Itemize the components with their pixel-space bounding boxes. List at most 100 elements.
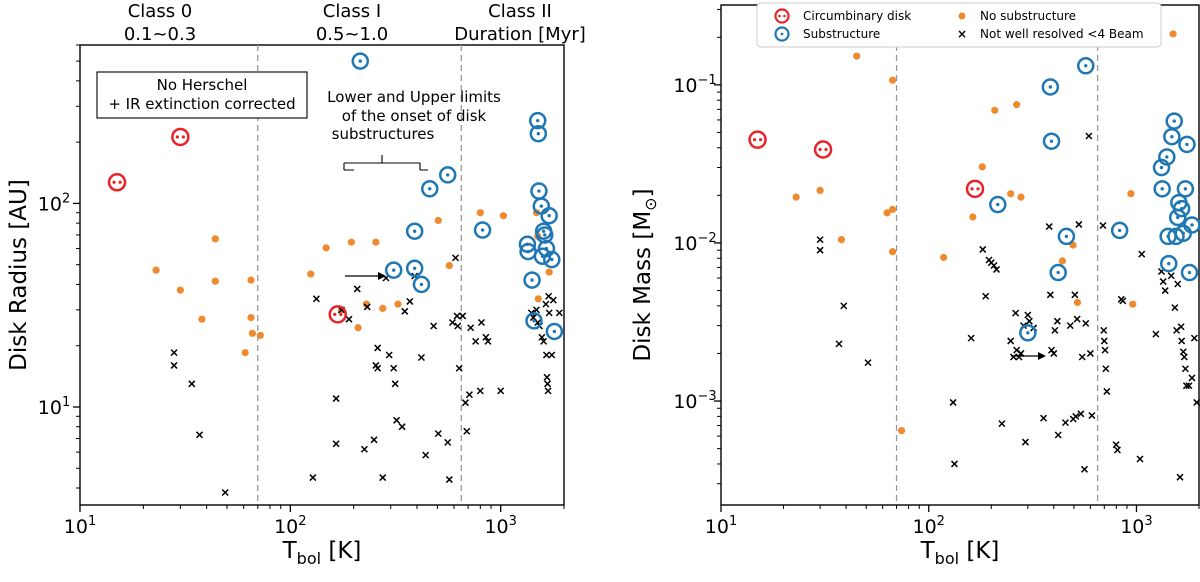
unresolved-point bbox=[1119, 297, 1127, 305]
unresolved-point bbox=[482, 333, 490, 341]
no-substructure-point bbox=[211, 277, 219, 285]
substructure-point bbox=[1158, 148, 1176, 166]
unresolved-point bbox=[967, 334, 975, 342]
unresolved-point bbox=[374, 364, 382, 372]
no-substructure-point bbox=[897, 427, 906, 435]
no-substructure-point bbox=[853, 52, 861, 60]
unresolved-point bbox=[1024, 311, 1032, 319]
unresolved-point bbox=[555, 309, 563, 317]
unresolved-point bbox=[982, 292, 990, 300]
no-substructure-point bbox=[372, 238, 380, 246]
unresolved-point bbox=[1086, 349, 1094, 357]
legend-frame bbox=[756, 2, 1162, 48]
substructure-point bbox=[1178, 135, 1196, 154]
unresolved-point bbox=[543, 380, 552, 388]
unresolved-point bbox=[385, 351, 393, 359]
no-substructure-point bbox=[256, 331, 264, 339]
substructure-point bbox=[543, 250, 561, 269]
unresolved-point bbox=[497, 387, 505, 395]
unresolved-point bbox=[549, 296, 557, 304]
unresolved-point bbox=[467, 324, 475, 332]
unresolved-point bbox=[465, 391, 473, 399]
unresolved-point bbox=[188, 380, 196, 388]
no-herschel-line2: + IR extinction corrected bbox=[108, 95, 295, 113]
unresolved-point bbox=[1177, 323, 1185, 331]
unresolved-point bbox=[309, 474, 317, 482]
substructure-point bbox=[351, 52, 370, 70]
unresolved-point bbox=[1075, 220, 1083, 228]
no-substructure-point bbox=[394, 300, 402, 308]
unresolved-point bbox=[1100, 337, 1108, 345]
unresolved-point bbox=[332, 395, 340, 403]
unresolved-point bbox=[1077, 410, 1085, 418]
substructure-point bbox=[1041, 78, 1060, 96]
no-substructure-point bbox=[247, 276, 255, 284]
unresolved-point bbox=[538, 333, 546, 341]
unresolved-point bbox=[1088, 411, 1096, 420]
unresolved-point bbox=[816, 246, 824, 254]
unresolved-point bbox=[374, 344, 382, 352]
substructure-point bbox=[1049, 263, 1067, 282]
unresolved-point bbox=[360, 445, 368, 453]
unresolved-point bbox=[448, 318, 457, 327]
unresolved-point bbox=[444, 438, 452, 446]
unresolved-point bbox=[544, 387, 552, 395]
unresolved-point bbox=[864, 359, 872, 367]
unresolved-point bbox=[1045, 223, 1053, 231]
right-y-tick-label-1: 10−2 bbox=[673, 231, 716, 255]
legend-circumbinary-label: Circumbinary disk bbox=[803, 9, 911, 23]
legend-substructure-marker bbox=[774, 26, 790, 42]
unresolved-point bbox=[1073, 315, 1081, 323]
no-substructure-point bbox=[379, 304, 387, 312]
no-substructure-point bbox=[354, 324, 362, 332]
right-x-tick-label-0: 101 bbox=[705, 514, 737, 538]
no-substructure-point bbox=[978, 163, 986, 171]
no-substructure-point bbox=[837, 236, 846, 244]
unresolved-point bbox=[363, 303, 371, 311]
left-limit-arrow-head bbox=[378, 272, 386, 280]
no-substructure-point bbox=[534, 295, 542, 303]
no-substructure-point bbox=[1017, 193, 1025, 201]
no-substructure-point bbox=[1013, 101, 1021, 109]
class0-duration: 0.1~0.3 bbox=[124, 24, 196, 45]
substructure-point bbox=[1180, 263, 1199, 282]
unresolved-point bbox=[195, 431, 204, 439]
unresolved-point bbox=[542, 300, 550, 308]
substructure-point bbox=[405, 259, 424, 278]
left-y-tick-label-1: 102 bbox=[38, 191, 70, 215]
no-substructure-point bbox=[991, 106, 999, 114]
unresolved-point bbox=[391, 380, 399, 388]
substructure-point bbox=[412, 275, 431, 294]
no-substructure-point bbox=[816, 186, 824, 194]
substructure-point bbox=[528, 111, 547, 130]
circumbinary-point bbox=[107, 173, 127, 192]
unresolved-point bbox=[1085, 132, 1093, 140]
substructure-point bbox=[1172, 199, 1191, 218]
unresolved-point bbox=[477, 318, 485, 327]
right-x-tick-label-1: 102 bbox=[912, 514, 944, 538]
class1-label: Class I bbox=[323, 1, 381, 22]
unresolved-point bbox=[445, 476, 453, 484]
no-substructure-point bbox=[889, 248, 897, 256]
legend-substructure-label: Substructure bbox=[803, 27, 880, 41]
unresolved-point bbox=[417, 353, 425, 362]
unresolved-point bbox=[221, 488, 229, 497]
unresolved-point bbox=[1015, 353, 1023, 361]
unresolved-point bbox=[476, 387, 484, 395]
limits-line1: Lower and Upper limits bbox=[327, 88, 501, 106]
substructure-point bbox=[1042, 132, 1061, 150]
left-y-tick-label-0: 101 bbox=[38, 395, 70, 419]
right-y-axis-label: Disk Mass [M⊙] bbox=[630, 188, 660, 361]
limits-note: Lower and Upper limits of the onset of d… bbox=[327, 88, 1046, 360]
no-herschel-box bbox=[96, 71, 308, 119]
unresolved-point bbox=[840, 302, 848, 310]
unresolved-point bbox=[542, 351, 550, 359]
legend-unresolved-label: Not well resolved <4 Beam bbox=[980, 27, 1144, 41]
unresolved-point bbox=[393, 416, 401, 424]
left-x-axis-label: Tbol [K] bbox=[282, 538, 362, 568]
no-herschel-note: No Herschel + IR extinction corrected bbox=[96, 71, 308, 119]
no-substructure-point bbox=[1007, 190, 1015, 198]
substructure-point bbox=[438, 166, 457, 184]
substructure-point bbox=[530, 182, 548, 200]
